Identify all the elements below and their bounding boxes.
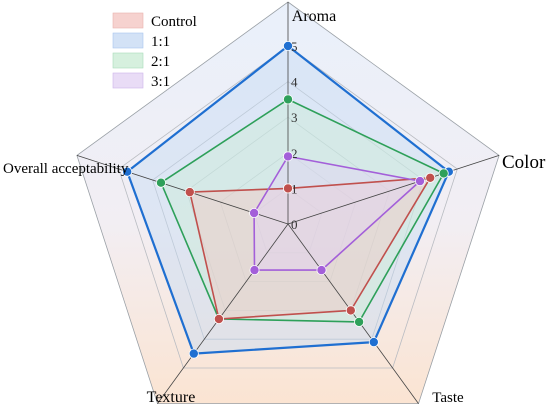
spoke-color [287,155,500,225]
legend-label-3-1: 3:1 [151,74,170,90]
tick-labels: 0 1 2 3 4 5 [291,39,298,232]
marker-3-1-aroma [282,151,293,162]
legend-swatch-2-1 [112,52,144,69]
axis-label-texture: Texture [147,389,196,406]
marker-2-1-aroma [282,94,293,105]
marker-control-aroma [282,183,293,194]
legend-swatch-1-1 [112,32,144,49]
legend: Control 1:1 2:1 3:1 [112,12,197,90]
series-fill-3-1 [254,156,420,271]
marker-3-1-overall-acceptability [249,207,260,218]
grid-ring-5 [118,45,458,369]
marker-3-1-texture [249,265,260,276]
axis-label-taste: Taste [432,390,464,406]
marker-3-1-color [414,176,425,187]
marker-control-taste [345,305,356,316]
series-markers [122,41,454,359]
tick-label-5: 5 [291,39,298,54]
legend-swatch-control [112,12,144,29]
marker-2-1-color [438,168,449,179]
tick-label-0: 0 [291,217,298,232]
marker-control-texture [213,313,224,324]
grid-ring-3 [185,116,391,311]
series-line-3-1 [253,155,421,271]
axis-label-aroma: Aroma [292,8,336,25]
grid-ring-2 [219,152,357,283]
legend-label-1-1: 1:1 [151,34,170,50]
series-line-control [189,177,432,320]
marker-2-1-overall-acceptability [155,177,166,188]
marker-1-1-taste [368,337,379,348]
marker-1-1-texture [188,348,199,359]
marker-control-color [425,172,436,183]
legend-label-control: Control [151,14,197,30]
series-fill-2-1 [161,99,444,322]
series-line-1-1 [126,44,450,355]
tick-label-2: 2 [291,146,298,161]
tick-label-1: 1 [291,181,298,196]
marker-1-1-aroma [282,41,293,52]
marker-2-1-taste [354,316,365,327]
axis-label-overall-acceptability: Overall acceptability [3,161,129,177]
spoke-texture [157,223,289,404]
series-fills [127,46,449,354]
axis-label-color: Color [502,152,546,173]
marker-3-1-taste [316,265,327,276]
grid-ring-1 [253,187,323,254]
series-line-2-1 [160,98,445,323]
tick-label-4: 4 [291,75,298,90]
marker-1-1-overall-acceptability [122,166,133,177]
tick-label-3: 3 [291,110,298,125]
grid [118,45,458,369]
legend-swatch-3-1 [112,72,144,89]
grid-ring-4 [152,81,424,340]
legend-label-2-1: 2:1 [151,54,170,70]
series-lines [126,44,450,355]
marker-control-overall-acceptability [184,187,195,198]
